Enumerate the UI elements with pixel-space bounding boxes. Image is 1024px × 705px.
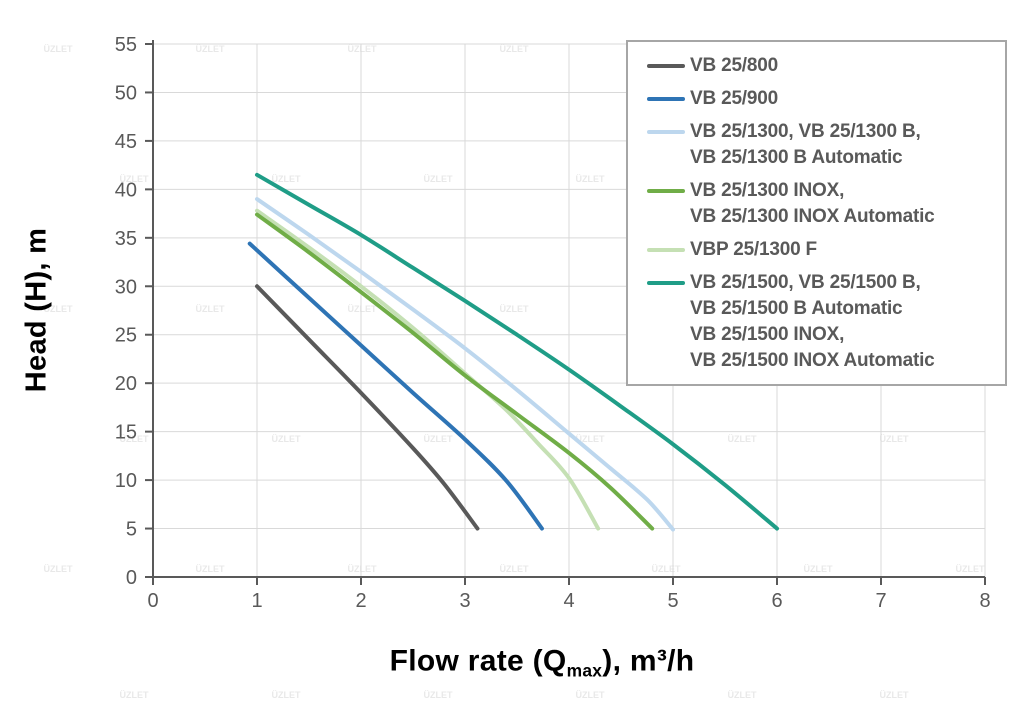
- y-tick-label: 0: [126, 567, 137, 589]
- chart-legend: VB 25/800 VB 25/900 VB 25/1300, VB 25/1300…: [626, 40, 1007, 386]
- legend-swatch-3: [647, 130, 685, 134]
- y-tick-label: 50: [115, 82, 137, 104]
- legend-label-6: VB 25/1500, VB 25/1500 B, VB 25/1500 B Au…: [690, 272, 935, 371]
- x-tick-label: 7: [875, 590, 886, 612]
- watermark-text: ÜZLET: [728, 434, 757, 444]
- watermark-text: ÜZLET: [272, 174, 301, 184]
- legend-item-3: VB 25/1300, VB 25/1300 B, VB 25/1300 B Au…: [647, 119, 997, 171]
- series-curve-2: [247, 241, 544, 531]
- series-curve-3: [255, 197, 675, 532]
- legend-label-1: VB 25/800: [690, 55, 778, 76]
- y-tick-label: 5: [126, 519, 137, 541]
- watermark-text: ÜZLET: [272, 434, 301, 444]
- y-tick-label: 30: [115, 276, 137, 298]
- series-curve-5: [255, 208, 601, 531]
- watermark-text: ÜZLET: [576, 690, 605, 700]
- legend-item-4: VB 25/1300 INOX, VB 25/1300 INOX Automati…: [647, 178, 997, 230]
- watermark-text: ÜZLET: [44, 564, 73, 574]
- watermark-text: ÜZLET: [272, 690, 301, 700]
- legend-swatch-4: [647, 189, 685, 193]
- watermark-text: ÜZLET: [880, 690, 909, 700]
- x-tick-label: 4: [563, 590, 574, 612]
- watermark-text: ÜZLET: [652, 564, 681, 574]
- series-curve-1: [255, 284, 480, 531]
- watermark-text: ÜZLET: [500, 44, 529, 54]
- legend-label-3: VB 25/1300, VB 25/1300 B, VB 25/1300 B Au…: [690, 121, 921, 168]
- watermark-text: ÜZLET: [576, 174, 605, 184]
- legend-swatch-2: [647, 97, 685, 101]
- watermark-text: ÜZLET: [424, 434, 453, 444]
- y-tick-label: 20: [115, 373, 137, 395]
- y-tick-label: 40: [115, 179, 137, 201]
- y-tick-label: 25: [115, 325, 137, 347]
- legend-swatch-5: [647, 248, 685, 252]
- x-axis-title-prefix: Flow rate (Q: [389, 644, 567, 678]
- legend-item-2: VB 25/900: [647, 86, 997, 112]
- watermark-text: ÜZLET: [728, 690, 757, 700]
- watermark-text: ÜZLET: [120, 434, 149, 444]
- watermark-text: ÜZLET: [348, 564, 377, 574]
- x-axis-title-suffix: ), m³/h: [602, 644, 695, 678]
- series-curve-4: [255, 212, 655, 531]
- x-tick-label: 1: [251, 590, 262, 612]
- x-tick-label: 2: [355, 590, 366, 612]
- watermark-text: ÜZLET: [804, 564, 833, 574]
- y-tick-label: 45: [115, 131, 137, 153]
- watermark-text: ÜZLET: [424, 690, 453, 700]
- watermark-text: ÜZLET: [348, 44, 377, 54]
- y-tick-label: 15: [115, 422, 137, 444]
- watermark-text: ÜZLET: [196, 564, 225, 574]
- x-axis-title: Flow rate (Qmax), m³/h: [390, 644, 695, 681]
- x-tick-label: 6: [771, 590, 782, 612]
- x-axis-title-subscript: max: [566, 660, 603, 681]
- legend-item-6: VB 25/1500, VB 25/1500 B, VB 25/1500 B Au…: [647, 270, 997, 374]
- legend-item-5: VBP 25/1300 F: [647, 237, 997, 263]
- y-tick-label: 55: [115, 34, 137, 56]
- watermark-text: ÜZLET: [44, 44, 73, 54]
- watermark-text: ÜZLET: [424, 174, 453, 184]
- watermark-text: ÜZLET: [120, 690, 149, 700]
- watermark-text: ÜZLET: [956, 564, 985, 574]
- y-axis-title: Head (H), m: [20, 227, 53, 393]
- legend-label-4: VB 25/1300 INOX, VB 25/1300 INOX Automati…: [690, 180, 935, 227]
- legend-swatch-6: [647, 281, 685, 285]
- watermark-text: ÜZLET: [576, 434, 605, 444]
- watermark-text: ÜZLET: [500, 304, 529, 314]
- x-tick-label: 3: [459, 590, 470, 612]
- series-curve-6: [255, 172, 779, 531]
- watermark-text: ÜZLET: [44, 304, 73, 314]
- legend-label-2: VB 25/900: [690, 88, 778, 109]
- x-tick-label: 0: [147, 590, 158, 612]
- legend-item-1: VB 25/800: [647, 53, 997, 79]
- y-tick-label: 35: [115, 228, 137, 250]
- watermark-text: ÜZLET: [196, 44, 225, 54]
- watermark-text: ÜZLET: [880, 434, 909, 444]
- x-tick-label: 5: [667, 590, 678, 612]
- watermark-text: ÜZLET: [120, 174, 149, 184]
- watermark-text: ÜZLET: [348, 304, 377, 314]
- watermark-text: ÜZLET: [196, 304, 225, 314]
- x-tick-label: 8: [979, 590, 990, 612]
- watermark-text: ÜZLET: [500, 564, 529, 574]
- y-tick-label: 10: [115, 470, 137, 492]
- legend-swatch-1: [647, 64, 685, 68]
- legend-label-5: VBP 25/1300 F: [690, 239, 817, 260]
